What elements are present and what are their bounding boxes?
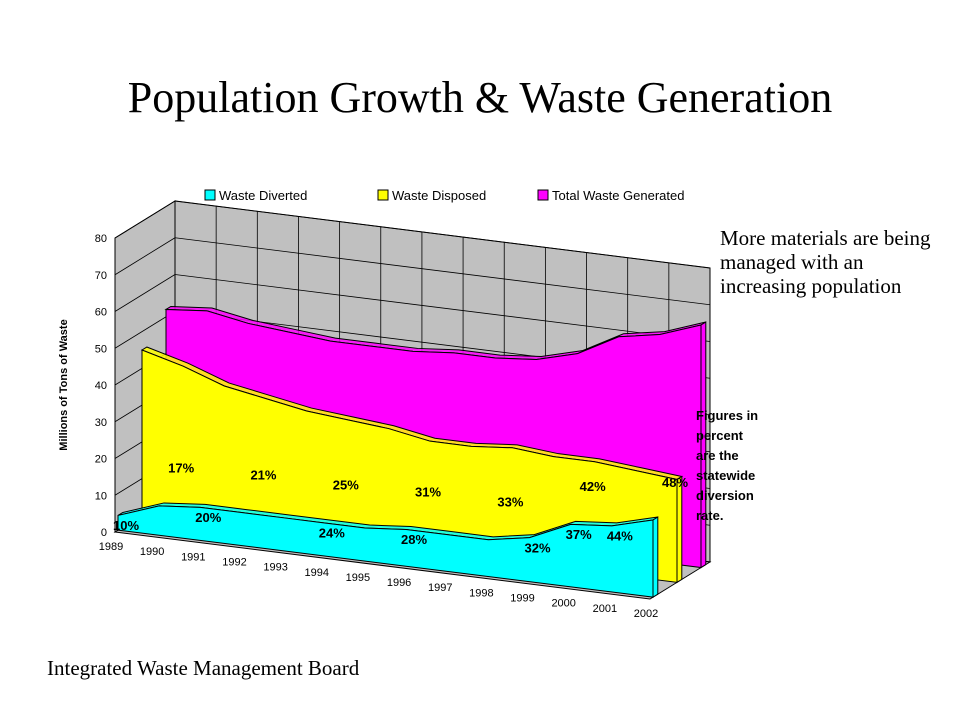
diversion-rate-label: 31%: [415, 484, 441, 499]
diversion-rate-label: 28%: [401, 532, 427, 547]
annotation-line: rate.: [696, 508, 723, 523]
x-tick-label: 2001: [593, 603, 617, 615]
gridline-back: [174, 237, 711, 306]
legend-swatch: [537, 189, 549, 201]
gridline-side: [114, 237, 176, 276]
diversion-rate-label: 42%: [580, 479, 606, 494]
legend-label: Waste Diverted: [219, 188, 307, 203]
x-tick-label: 1998: [469, 587, 493, 599]
x-tick-label: 2000: [551, 598, 575, 610]
diversion-rate-label: 32%: [525, 540, 551, 555]
x-tick-label: 1989: [99, 541, 123, 553]
diversion-rate-label: 44%: [607, 529, 633, 544]
side-note: More materials are being managed with an…: [720, 226, 931, 298]
y-tick-label: 0: [101, 527, 107, 539]
y-tick-label: 80: [95, 233, 107, 245]
diversion-rate-label: 25%: [333, 478, 359, 493]
diversion-rate-label: 48%: [662, 475, 688, 490]
series-end-face: [700, 321, 707, 569]
x-tick-label: 1995: [346, 572, 370, 584]
x-tick-label: 2002: [634, 608, 658, 620]
gridline-back: [174, 274, 711, 342]
annotation-line: statewide: [696, 468, 755, 483]
x-tick-label: 1990: [140, 546, 164, 558]
y-tick-label: 10: [95, 490, 107, 502]
diversion-rate-label: 20%: [195, 510, 221, 525]
series-area-0: [117, 505, 654, 598]
gridline-side: [114, 200, 176, 239]
y-tick-label: 60: [95, 307, 107, 319]
y-tick-label: 20: [95, 454, 107, 466]
annotation-line: are the: [696, 448, 739, 463]
chart-svg: 0 10 20 30 40 50 60 70 80 Millions of Tons of Was…: [58, 188, 758, 620]
gridline-side: [114, 310, 176, 349]
legend-label: Waste Disposed: [392, 188, 486, 203]
gridline-back: [174, 200, 711, 269]
legend-label: Total Waste Generated: [552, 188, 684, 203]
diversion-rate-label: 37%: [566, 527, 592, 542]
annotation-line: Figures in: [696, 408, 758, 423]
diversion-rate-label: 21%: [250, 467, 276, 482]
annotation-line: percent: [696, 428, 744, 443]
x-tick-label: 1993: [263, 562, 287, 574]
y-axis-title: Millions of Tons of Waste: [58, 319, 70, 450]
x-tick-label: 1994: [305, 567, 329, 579]
waste-chart: 0 10 20 30 40 50 60 70 80 Millions of Tons of Was…: [40, 170, 800, 640]
x-tick-label: 1997: [428, 582, 452, 594]
diversion-rate-label: 24%: [319, 526, 345, 541]
diversion-rate-label: 33%: [497, 495, 523, 510]
y-tick-label: 70: [95, 270, 107, 282]
x-tick-label: 1992: [222, 556, 246, 568]
x-tick-label: 1999: [510, 593, 534, 605]
legend-swatch: [377, 189, 389, 201]
x-tick-label: 1991: [181, 551, 205, 563]
y-tick-label: 40: [95, 380, 107, 392]
y-tick-label: 50: [95, 343, 107, 355]
series-end-face: [676, 475, 683, 584]
diversion-rate-label: 17%: [168, 461, 194, 476]
diversion-rate-label: 10%: [113, 518, 139, 533]
annotation-line: diversion: [696, 488, 754, 503]
slide-title: Population Growth & Waste Generation: [127, 73, 833, 122]
footer-credit: Integrated Waste Management Board: [47, 656, 360, 680]
gridline-side: [114, 274, 176, 312]
series-end-face: [652, 516, 659, 599]
x-tick-label: 1996: [387, 577, 411, 589]
legend-swatch: [204, 189, 216, 201]
y-tick-label: 30: [95, 417, 107, 429]
